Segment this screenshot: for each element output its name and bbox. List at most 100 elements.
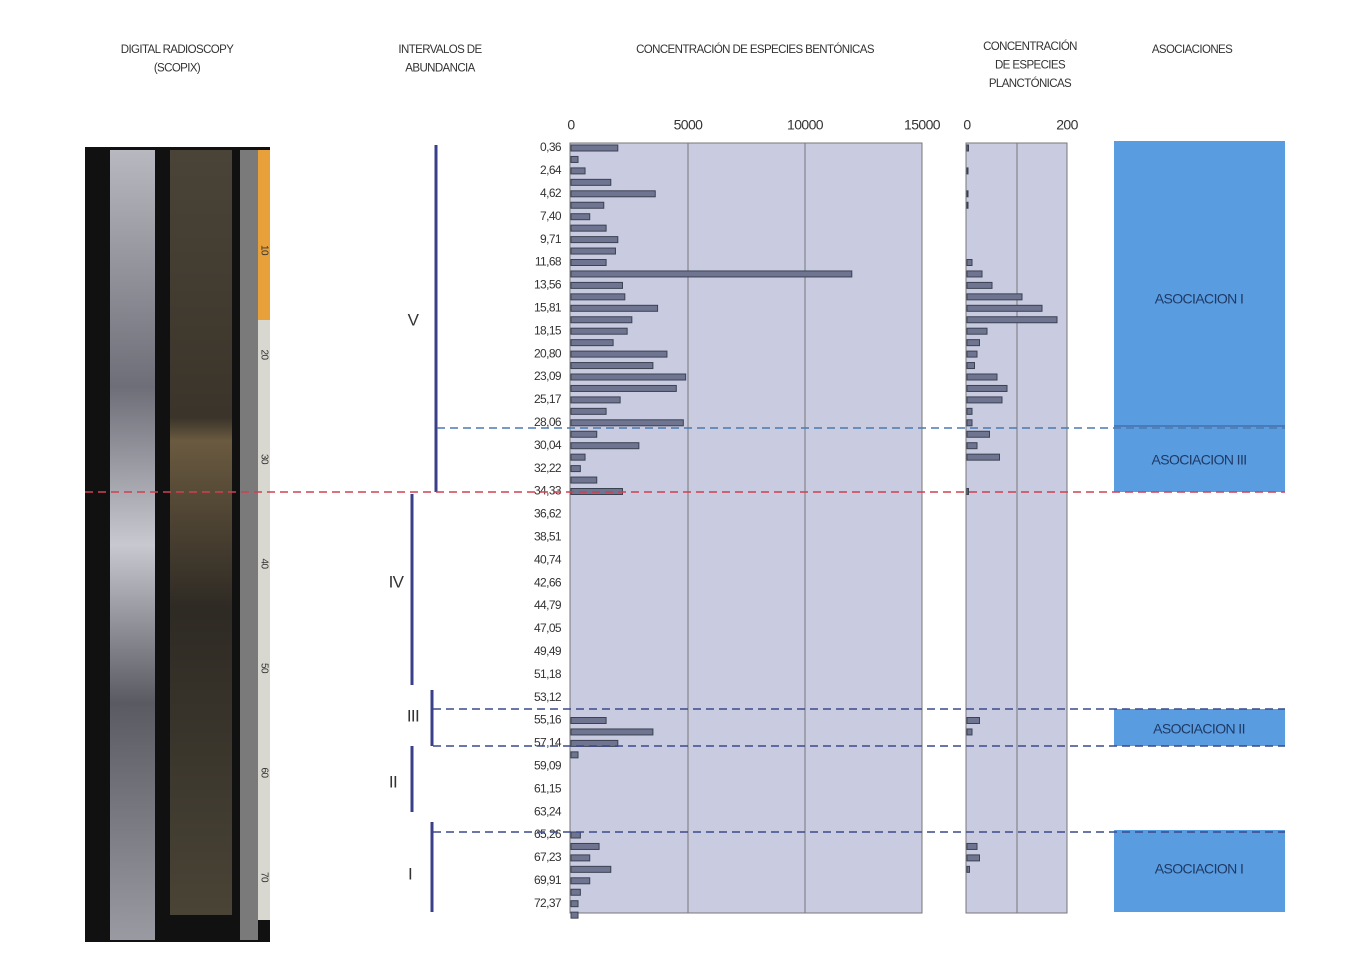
bar (967, 374, 997, 380)
y-tick-label: 9,71 (540, 232, 562, 246)
bar (571, 260, 606, 266)
bar (571, 878, 590, 884)
interval-lines (412, 145, 436, 912)
y-tick-label: 7,40 (540, 209, 562, 223)
y-tick-label: 18,15 (534, 323, 562, 337)
bar (967, 729, 972, 735)
y-tick-label: 20,80 (534, 346, 562, 360)
y-tick-label: 34,33 (534, 484, 562, 498)
bar (967, 489, 969, 495)
y-tick-label: 57,14 (534, 736, 562, 750)
y-tick-label: 0,36 (540, 140, 562, 154)
bar (571, 408, 606, 414)
y-tick-label: 15,81 (534, 300, 562, 314)
y-tick-label: 55,16 (534, 713, 562, 727)
y-tick-label: 69,91 (534, 873, 562, 887)
y-tick-label: 51,18 (534, 667, 562, 681)
y-tick-label: 53,12 (534, 690, 562, 704)
bar (571, 477, 597, 483)
y-tick-label: 25,17 (534, 392, 562, 406)
y-tick-label: 67,23 (534, 850, 562, 864)
bar (967, 328, 987, 334)
interval-label: V (408, 310, 420, 329)
core-scale-label: 70 (258, 872, 269, 883)
y-tick-label: 65,26 (534, 827, 562, 841)
column-header: INTERVALOS DE (398, 44, 482, 56)
association-label: ASOCIACION II (1153, 721, 1245, 737)
bar (967, 866, 970, 872)
x-tick-label: 0 (567, 117, 575, 133)
core-scale-label: 30 (258, 454, 269, 465)
bar (967, 718, 980, 724)
core-edge (240, 150, 258, 940)
bar (571, 340, 613, 346)
y-tick-label: 72,37 (534, 896, 562, 910)
bar (967, 294, 1022, 300)
bar (967, 340, 980, 346)
bar (571, 752, 578, 758)
association-label: ASOCIACION I (1155, 291, 1243, 307)
bar (571, 225, 606, 231)
bar (571, 718, 606, 724)
bar (571, 454, 585, 460)
bar (571, 466, 580, 472)
core-scale-label: 50 (258, 663, 269, 674)
page: 10203040506070 DIGITAL RADIOSCOPY(SCOPIX… (0, 0, 1351, 960)
bar (967, 363, 975, 369)
bar (571, 156, 578, 162)
benthic-panel (570, 143, 922, 913)
bar (967, 317, 1057, 323)
y-tick-label: 61,15 (534, 781, 562, 795)
interval-label: I (408, 864, 412, 883)
y-tick-label: 2,64 (540, 163, 562, 177)
bar (967, 385, 1007, 391)
y-tick-label: 49,49 (534, 644, 562, 658)
core-photo (170, 150, 232, 915)
bar (967, 843, 977, 849)
bar (571, 317, 632, 323)
y-tick-label: 23,09 (534, 369, 562, 383)
interval-label: III (407, 706, 419, 725)
bar (571, 271, 852, 277)
column-header: ABUNDANCIA (405, 63, 475, 75)
core-scale-label: 60 (258, 768, 269, 779)
column-header: ASOCIACIONES (1152, 44, 1233, 56)
y-tick-label: 30,04 (534, 438, 562, 452)
bar (571, 202, 604, 208)
bar (571, 855, 590, 861)
bar (967, 431, 990, 437)
x-tick-label: 15000 (904, 117, 941, 133)
x-tick-label: 0 (963, 117, 971, 133)
y-tick-label: 42,66 (534, 575, 562, 589)
bar (571, 729, 653, 735)
x-tick-label: 5000 (674, 117, 704, 133)
bar (571, 214, 590, 220)
y-tick-label: 44,79 (534, 598, 562, 612)
bar (571, 385, 676, 391)
bar (967, 168, 968, 174)
bar (967, 397, 1002, 403)
column-header: DE ESPECIES (995, 60, 1066, 72)
bar (571, 179, 611, 185)
column-header: CONCENTRACIÓN DE ESPECIES BENTÓNICAS (636, 43, 875, 56)
bar (571, 248, 615, 254)
bar (571, 832, 580, 838)
bar (571, 374, 686, 380)
interval-label: II (389, 772, 397, 791)
y-tick-label: 63,24 (534, 804, 562, 818)
bar (571, 866, 611, 872)
bar (967, 855, 980, 861)
bar (967, 420, 972, 426)
bar (967, 260, 972, 266)
x-tick-label: 10000 (787, 117, 824, 133)
bar (571, 843, 599, 849)
bar (967, 271, 982, 277)
y-tick-label: 32,22 (534, 461, 562, 475)
bar (967, 443, 977, 449)
bar (967, 351, 977, 357)
bar (571, 901, 578, 907)
bar (967, 202, 968, 208)
core-xray (110, 150, 155, 940)
y-tick-label: 4,62 (540, 186, 562, 200)
